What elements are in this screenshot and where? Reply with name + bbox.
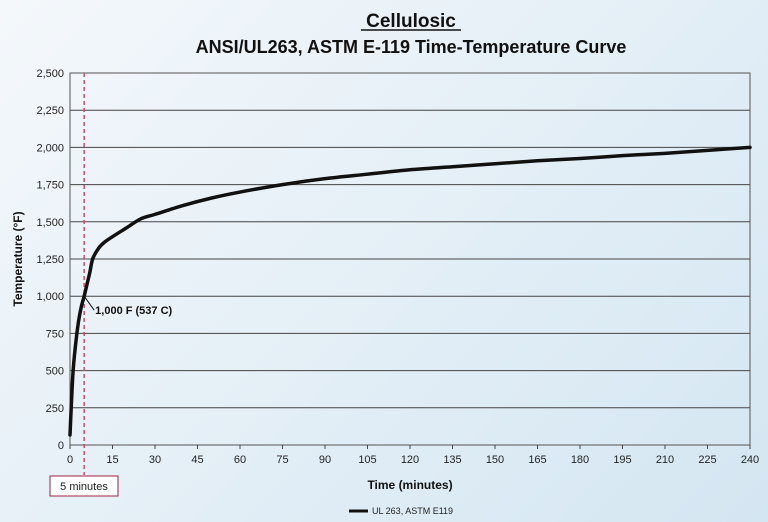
x-tick-label: 60 [234, 454, 246, 466]
y-axis-label: Temperature (°F) [11, 211, 25, 306]
gridlines [70, 72, 750, 446]
y-tick-label: 1,750 [36, 180, 64, 192]
y-axis-ticks: 0 250 500 750 1,000 1,250 1,500 1,750 2,000 2,250… [36, 68, 64, 452]
annotation-leader [83, 295, 95, 311]
x-tick-label: 30 [149, 454, 161, 466]
x-axis-label: Time (minutes) [367, 478, 452, 492]
chart-title: Cellulosic [366, 11, 456, 32]
x-tick-label: 165 [528, 454, 546, 466]
x-tick-label: 240 [741, 454, 759, 466]
y-tick-label: 500 [46, 366, 64, 378]
y-tick-label: 2,250 [36, 105, 64, 117]
y-tick-label: 750 [46, 328, 64, 340]
y-tick-label: 1,250 [36, 254, 64, 266]
x-axis-ticks: 0 15 30 45 60 75 90 105 120 135 150 165 180 195 210 225… [67, 445, 759, 466]
x-tick-label: 120 [401, 454, 419, 466]
x-tick-label: 105 [358, 454, 376, 466]
x-tick-label: 45 [191, 454, 203, 466]
x-tick-label: 75 [276, 454, 288, 466]
x-tick-label: 225 [698, 454, 716, 466]
y-tick-label: 1,500 [36, 217, 64, 229]
y-tick-label: 2,000 [36, 142, 64, 154]
legend: UL 263, ASTM E119 [349, 506, 453, 516]
y-tick-label: 0 [58, 440, 64, 452]
five-minute-box-label: 5 minutes [60, 481, 108, 493]
x-tick-label: 90 [319, 454, 331, 466]
series-line-ul263 [68, 145, 752, 437]
x-tick-label: 180 [571, 454, 589, 466]
x-tick-label: 0 [67, 454, 73, 466]
x-tick-label: 150 [486, 454, 504, 466]
x-tick-label: 135 [443, 454, 461, 466]
y-tick-label: 250 [46, 403, 64, 415]
legend-label: UL 263, ASTM E119 [372, 506, 453, 516]
annotation-label: 1,000 F (537 C) [95, 305, 172, 317]
five-minute-box: 5 minutes [49, 475, 119, 497]
y-tick-label: 2,500 [36, 68, 64, 80]
chart-subtitle: ANSI/UL263, ASTM E-119 Time-Temperature … [196, 37, 627, 57]
x-tick-label: 195 [613, 454, 631, 466]
y-tick-label: 1,000 [36, 291, 64, 303]
x-tick-label: 210 [656, 454, 674, 466]
x-tick-label: 15 [106, 454, 118, 466]
